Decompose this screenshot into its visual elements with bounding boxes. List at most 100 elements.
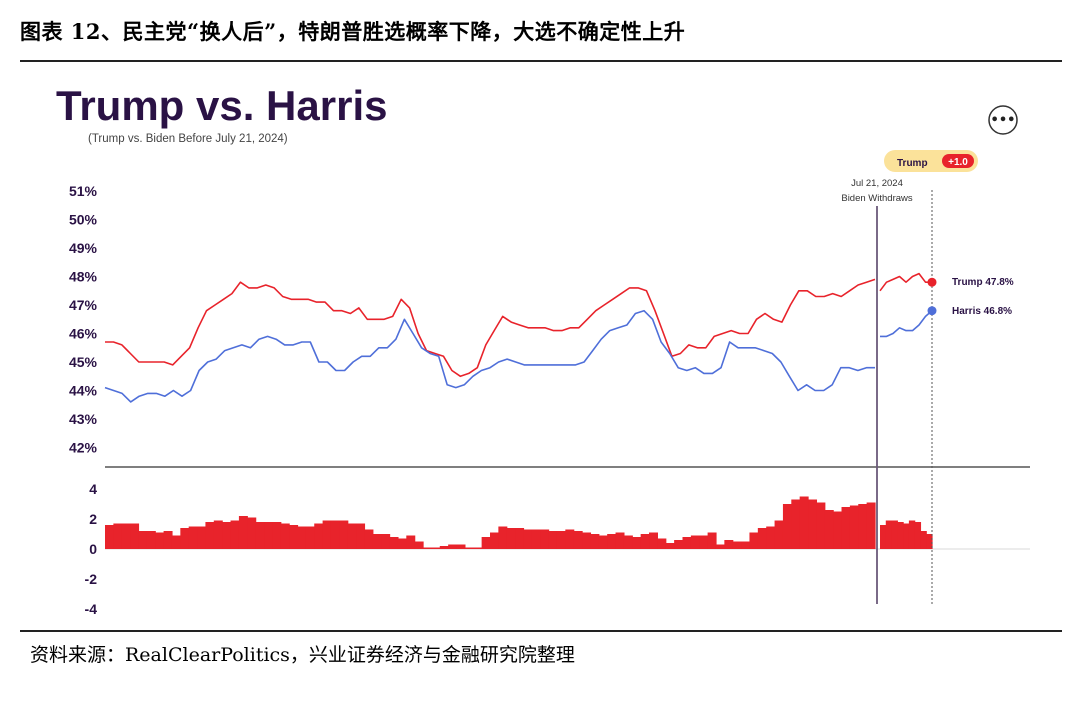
spread-bar [885, 520, 893, 549]
spread-bar [908, 520, 916, 549]
leader-badge-margin: +1.0 [948, 157, 968, 168]
spread-bar [699, 535, 709, 549]
spread-bar [556, 531, 566, 549]
y-tick-label: 47% [69, 297, 98, 313]
spread-bar [105, 525, 114, 549]
harris-line-after [880, 310, 933, 338]
spread-bar [188, 526, 198, 549]
spread-bar [498, 526, 508, 549]
y-tick-label: 43% [69, 411, 98, 427]
spread-bar [247, 517, 257, 549]
spread-bar [632, 537, 642, 549]
source-note: 资料来源：RealClearPolitics，兴业证券经济与金融研究院整理 [30, 644, 575, 666]
spread-bar [356, 523, 366, 549]
spread-bar [849, 505, 859, 549]
trump-line-before [105, 278, 876, 378]
ellipsis-icon: ••• [991, 113, 1016, 128]
chart-subtitle: (Trump vs. Biden Before July 21, 2024) [88, 133, 288, 145]
spread-bar [920, 531, 927, 549]
spread-bar [841, 507, 851, 549]
leader-badge: Trump +1.0 [884, 150, 978, 172]
spread-bar [657, 538, 667, 549]
spread-bars [105, 496, 933, 549]
spread-bar [314, 523, 324, 549]
y-tick-label: 44% [69, 383, 98, 399]
spread-bar [782, 504, 792, 549]
spread-bar [490, 532, 499, 549]
spread-bar [724, 540, 734, 549]
spread-bar [598, 535, 608, 549]
spread-bar [897, 522, 904, 549]
harris-end-label: Harris 46.8% [952, 306, 1012, 317]
spread-bar [448, 544, 458, 549]
spread-bar [464, 547, 474, 549]
spread-bar [289, 525, 299, 549]
spread-bar [607, 534, 617, 549]
spread-bar [866, 502, 876, 549]
spread-bar [582, 532, 592, 549]
spread-bar [506, 528, 516, 549]
spread-bar [138, 531, 148, 549]
spread-bar [171, 535, 181, 549]
spread-bar [674, 540, 684, 549]
spread-bar [397, 538, 407, 549]
spread-bar [330, 520, 340, 549]
spread-bar [690, 535, 700, 549]
spread-bar [741, 541, 751, 549]
chart-panel: Trump vs. Harris (Trump vs. Biden Before… [56, 82, 1030, 617]
spread-bar [305, 526, 315, 549]
spread-bar [372, 534, 382, 549]
spread-bar [473, 547, 483, 549]
spread-bar [891, 520, 898, 549]
spread-bar [816, 502, 826, 549]
y-tick-label: 42% [69, 440, 98, 456]
spread-bar [255, 522, 265, 549]
spread-bar [280, 523, 290, 549]
spread-bar [523, 529, 533, 549]
y-tick-label: 49% [69, 240, 98, 256]
spread-bar [707, 532, 717, 549]
spread-tick-label: 4 [89, 481, 97, 497]
bottom-rule [20, 630, 1062, 632]
chart-title: Trump vs. Harris [56, 82, 387, 129]
spread-bar [799, 496, 809, 549]
spread-bar [146, 531, 156, 549]
spread-bar [766, 526, 776, 549]
spread-bar [364, 529, 374, 549]
spread-bar [649, 532, 658, 549]
event-description-label: Biden Withdraws [841, 193, 913, 204]
spread-bar [431, 547, 441, 549]
spread-bar [615, 532, 625, 549]
spread-bar [880, 525, 887, 549]
spread-bar [903, 523, 910, 549]
spread-bar [180, 528, 190, 549]
figure-caption: 图表 12、民主党“换人后”，特朗普胜选概率下降，大选不确定性上升 [20, 19, 686, 44]
spread-bar [565, 529, 575, 549]
y-tick-label: 45% [69, 354, 98, 370]
leader-badge-pill [942, 154, 974, 168]
spread-tick-label: 2 [89, 511, 97, 527]
spread-bar [197, 526, 207, 549]
spread-bar [406, 535, 416, 549]
spread-bar [824, 510, 834, 549]
spread-bar [757, 528, 767, 549]
spread-bar [439, 546, 449, 549]
spread-bar [732, 541, 742, 549]
y-tick-label: 50% [69, 212, 98, 228]
spread-tick-label: -2 [85, 571, 98, 587]
top-rule [20, 60, 1062, 62]
harris-end-dot [927, 306, 937, 316]
spread-tick-label: 0 [89, 541, 97, 557]
spread-bar [623, 535, 633, 549]
more-options-button[interactable]: ••• [988, 105, 1018, 135]
spread-bar [515, 528, 525, 549]
series-lines [104, 272, 933, 403]
spread-bar [297, 526, 307, 549]
spread-bar [858, 504, 868, 549]
spread-tick-label: -4 [85, 601, 98, 617]
spread-bar [456, 544, 466, 549]
spread-bar [121, 523, 131, 549]
spread-bar [389, 537, 399, 549]
spread-bar [322, 520, 332, 549]
spread-bar [573, 531, 583, 549]
